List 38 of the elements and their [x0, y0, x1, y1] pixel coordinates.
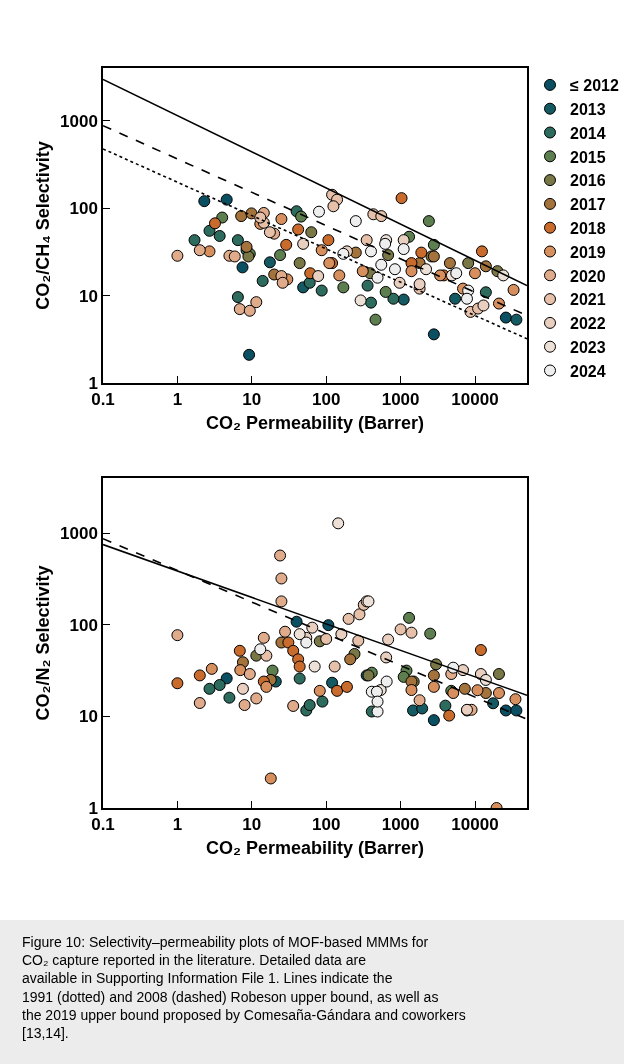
y-axis-title: CO₂/CH₄ Selectivity: [32, 141, 53, 310]
x-tick-label: 100: [312, 390, 341, 410]
legend-label: 2019: [570, 243, 606, 261]
legend-label: 2016: [570, 172, 606, 190]
legend-label: 2022: [570, 315, 606, 333]
legend-label: 2018: [570, 219, 606, 237]
y-tick-label: 10: [78, 707, 98, 727]
x-tick-label: 0.1: [91, 390, 115, 410]
legend-label: ≤ 2012: [570, 77, 619, 95]
x-tick-label: 1: [172, 390, 183, 410]
y-tick-label: 1000: [60, 111, 98, 131]
x-axis-title: CO₂ Permeability (Barrer): [205, 412, 425, 433]
x-tick-label: 10000: [451, 390, 499, 410]
x-tick-label: 10: [242, 815, 262, 835]
x-tick-label: 100: [312, 815, 341, 835]
y-tick-label: 1: [88, 798, 98, 818]
legend-label: 2014: [570, 124, 606, 142]
legend-label: 2017: [570, 196, 606, 214]
legend-label: 2023: [570, 338, 606, 356]
legend-label: 2024: [570, 362, 606, 380]
x-tick-label: 0.1: [91, 815, 115, 835]
legend-label: 2020: [570, 267, 606, 285]
legend-label: 2021: [570, 291, 606, 309]
y-tick-label: 1000: [60, 524, 98, 544]
y-tick-label: 10: [78, 286, 98, 306]
y-axis-title: CO₂/N₂ Selectivity: [32, 565, 53, 721]
legend-label: 2013: [570, 100, 606, 118]
y-tick-label: 100: [69, 199, 98, 219]
x-tick-label: 10: [242, 390, 262, 410]
legend-label: 2015: [570, 148, 606, 166]
y-tick-label: 100: [69, 615, 98, 635]
x-tick-label: 1000: [381, 390, 420, 410]
y-tick-label: 1: [88, 373, 98, 393]
x-axis-title: CO₂ Permeability (Barrer): [205, 837, 425, 858]
x-tick-label: 1000: [381, 815, 420, 835]
x-tick-label: 10000: [451, 815, 499, 835]
caption: Figure 10: Selectivity–permeability plots of MOF-based MMMs for CO₂ capture reported in the literature. Detailed data are available in Supporting Information File 1. Lines indicate the 1991 (dotted) and 2008 (dashed) Robeson upper bound, as well as the 2019 upper bound proposed by Comesaña-Gándara and coworkers [13,14].: [22, 934, 466, 1041]
x-tick-label: 1: [172, 815, 183, 835]
